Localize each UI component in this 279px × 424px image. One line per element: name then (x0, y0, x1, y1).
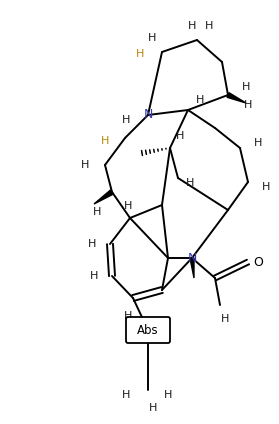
Text: H: H (93, 207, 101, 217)
Text: H: H (164, 390, 172, 400)
Text: H: H (196, 95, 204, 105)
Text: H: H (88, 239, 96, 249)
Text: H: H (205, 21, 213, 31)
Text: N: N (143, 109, 153, 122)
Text: H: H (262, 182, 270, 192)
Text: H: H (149, 403, 157, 413)
Text: H: H (124, 311, 132, 321)
Text: H: H (90, 271, 98, 281)
Text: H: H (148, 33, 156, 43)
Text: O: O (253, 256, 263, 268)
Text: H: H (221, 314, 229, 324)
Text: H: H (81, 160, 89, 170)
Text: H: H (254, 138, 262, 148)
Text: H: H (244, 100, 252, 110)
Polygon shape (227, 93, 246, 103)
Text: H: H (101, 136, 109, 146)
Polygon shape (94, 190, 113, 204)
Text: H: H (186, 178, 194, 188)
Text: Abs: Abs (137, 324, 159, 337)
Text: H: H (124, 201, 132, 211)
Text: H: H (122, 115, 130, 125)
Text: H: H (122, 390, 130, 400)
Text: H: H (136, 49, 144, 59)
Text: H: H (176, 131, 184, 141)
Text: H: H (242, 82, 250, 92)
FancyBboxPatch shape (126, 317, 170, 343)
Text: H: H (188, 21, 196, 31)
Text: N: N (187, 251, 197, 265)
Polygon shape (190, 258, 194, 278)
